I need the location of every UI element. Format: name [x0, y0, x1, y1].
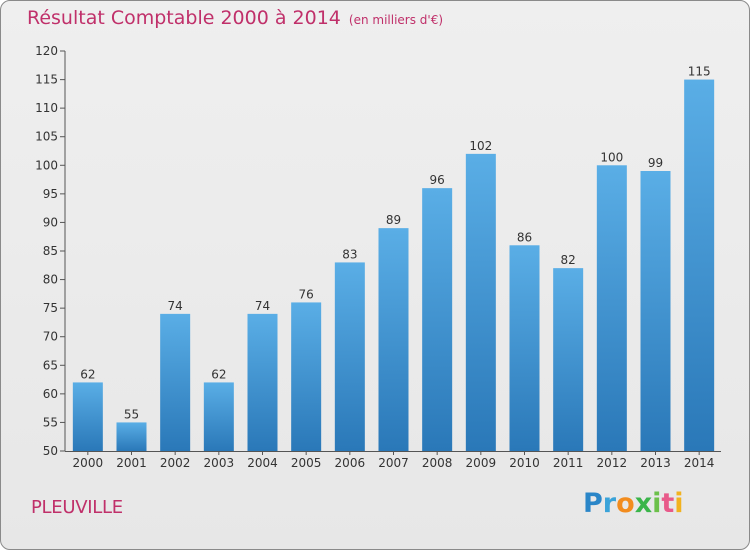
bar-2011: [553, 268, 584, 451]
y-tick-label: 50: [43, 444, 58, 458]
bar-2006: [334, 262, 365, 451]
location-name: PLEUVILLE: [31, 497, 123, 518]
y-tick-label: 60: [43, 387, 58, 401]
y-tick-label: 90: [43, 215, 58, 229]
y-tick-label: 65: [43, 358, 58, 372]
x-tick-label: 2004: [247, 456, 278, 470]
x-tick-label: 2008: [422, 456, 453, 470]
data-label-2008: 96: [430, 173, 445, 187]
chart-subtitle: (en milliers d'€): [348, 13, 444, 27]
x-tick-label: 2006: [335, 456, 366, 470]
x-tick-label: 2012: [597, 456, 628, 470]
y-tick-label: 85: [43, 244, 58, 258]
x-tick-label: 2014: [684, 456, 715, 470]
data-label-2003: 62: [211, 367, 226, 381]
bar-2003: [203, 382, 234, 451]
data-label-2014: 115: [688, 65, 711, 79]
data-label-2009: 102: [469, 139, 492, 153]
chart-title-text: Résultat Comptable 2000 à 2014: [27, 7, 341, 29]
chart-title: Résultat Comptable 2000 à 2014 (en millie…: [27, 7, 443, 29]
bar-2014: [684, 79, 715, 452]
x-tick-label: 2001: [116, 456, 147, 470]
bar-2004: [247, 313, 278, 451]
bar-2000: [72, 382, 103, 451]
data-label-2011: 82: [561, 253, 576, 267]
bar-2002: [160, 313, 191, 451]
data-label-2005: 76: [299, 287, 314, 301]
x-tick-label: 2013: [640, 456, 671, 470]
y-tick-label: 80: [43, 273, 58, 287]
x-tick-label: 2003: [204, 456, 235, 470]
y-tick-label: 105: [35, 130, 58, 144]
y-tick-label: 70: [43, 330, 58, 344]
data-label-2010: 86: [517, 230, 532, 244]
bar-2009: [465, 153, 496, 451]
bar-2005: [291, 302, 322, 451]
bar-2001: [116, 422, 147, 451]
bars: [72, 79, 715, 452]
x-tick-label: 2000: [73, 456, 104, 470]
y-tick-label: 120: [35, 44, 58, 58]
y-tick-label: 100: [35, 158, 58, 172]
y-tick-label: 95: [43, 187, 58, 201]
x-tick-label: 2011: [553, 456, 584, 470]
data-label-2002: 74: [168, 299, 183, 313]
bar-2013: [640, 171, 671, 451]
x-tick-label: 2002: [160, 456, 191, 470]
data-label-2012: 100: [600, 150, 623, 164]
y-tick-label: 110: [35, 101, 58, 115]
data-label-2000: 62: [80, 367, 95, 381]
bar-2008: [422, 188, 453, 451]
data-label-2001: 55: [124, 407, 139, 421]
y-tick-label: 115: [35, 73, 58, 87]
x-tick-label: 2005: [291, 456, 322, 470]
data-label-2013: 99: [648, 156, 663, 170]
axes: 50 55 60 65 70 75 80 85 90 95 100 105 110 115 120 2000 2…: [35, 44, 721, 470]
x-tick-label: 2009: [466, 456, 497, 470]
data-label-2007: 89: [386, 213, 401, 227]
data-labels: 62 55 74 62 74 76 83 89 96 102 86 82 100 99 115: [80, 65, 710, 422]
data-label-2004: 74: [255, 299, 270, 313]
data-label-2006: 83: [342, 247, 357, 261]
y-tick-label: 55: [43, 415, 58, 429]
bar-2010: [509, 245, 540, 451]
bar-2007: [378, 228, 409, 451]
x-tick-label: 2007: [378, 456, 409, 470]
bar-2012: [596, 165, 627, 452]
y-tick-label: 75: [43, 301, 58, 315]
x-tick-label: 2010: [509, 456, 540, 470]
proxiti-logo[interactable]: Proxiti: [583, 488, 684, 519]
